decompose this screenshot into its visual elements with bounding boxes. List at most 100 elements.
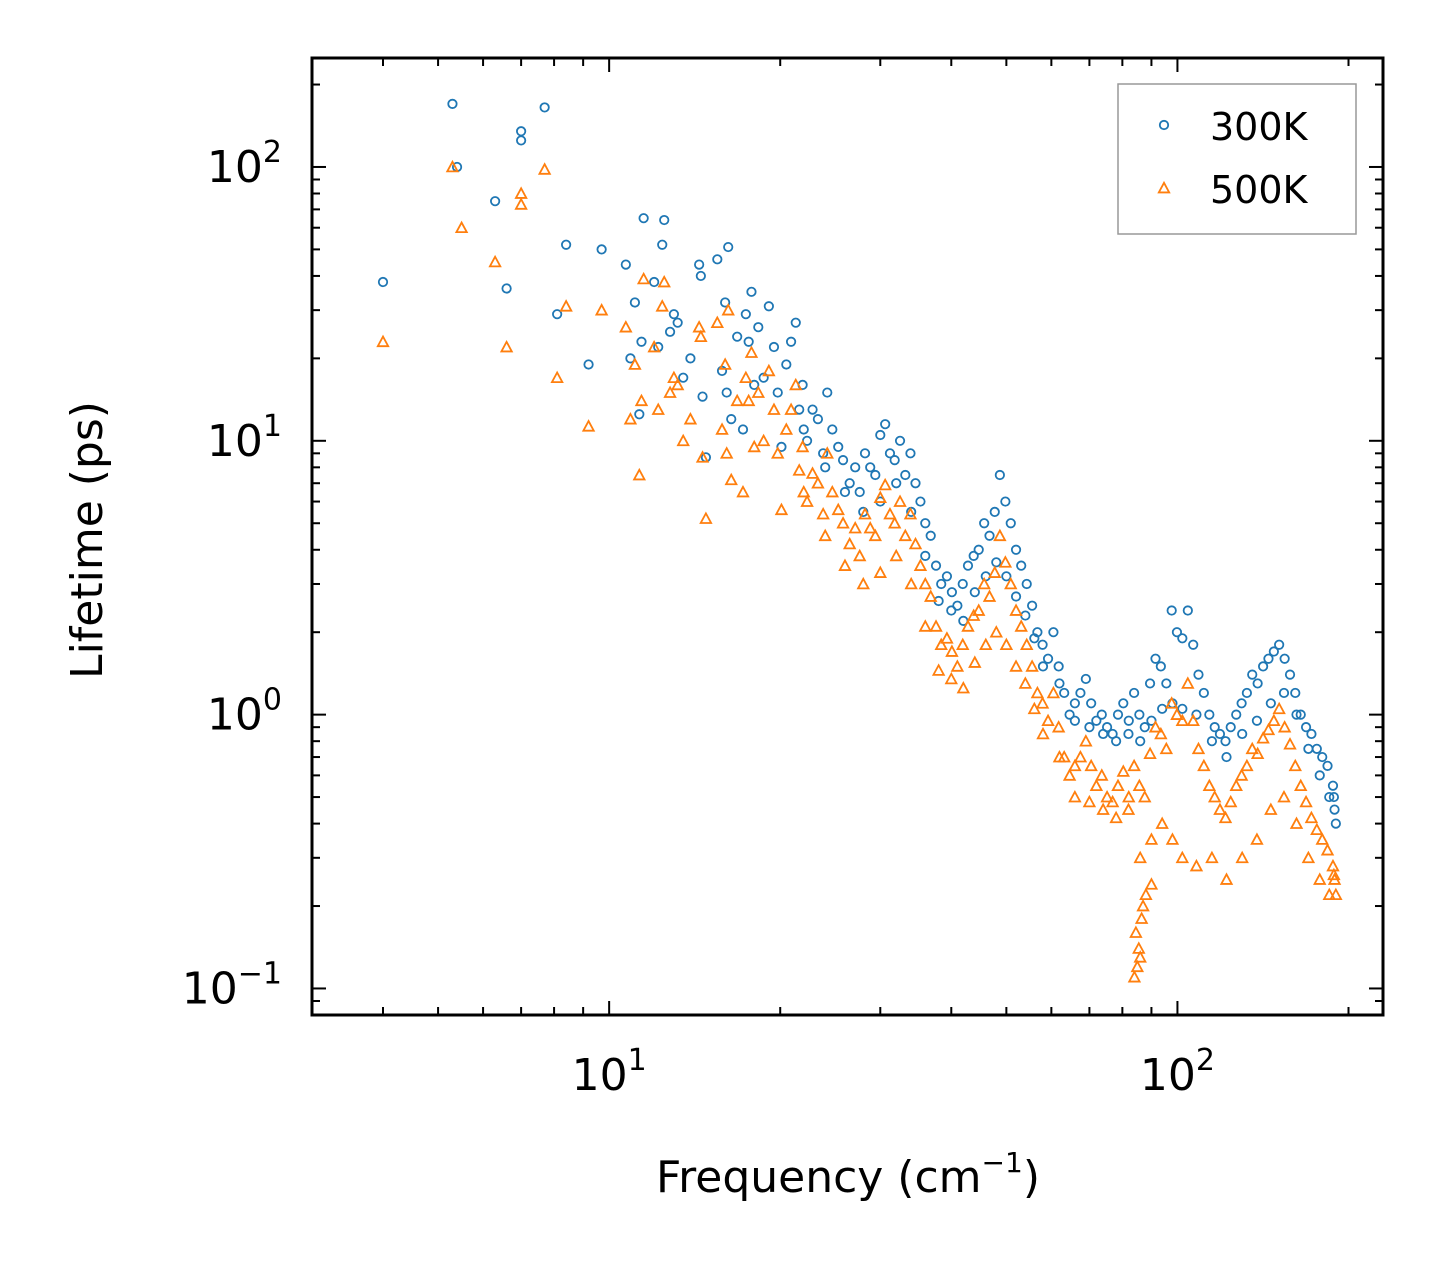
data-point-300k — [678, 372, 689, 383]
data-point-300k — [723, 241, 734, 253]
data-point-500k — [1073, 749, 1088, 763]
data-point-300k — [969, 587, 980, 598]
data-point-300k — [1324, 791, 1335, 803]
data-point-300k — [1303, 743, 1314, 754]
data-point-500k — [771, 446, 785, 459]
data-point-300k — [737, 424, 749, 435]
data-point-300k — [1251, 715, 1263, 726]
data-point-300k — [1129, 687, 1140, 699]
data-point-300k — [694, 259, 705, 270]
data-point-500k — [873, 565, 887, 578]
data-point-500k — [1288, 758, 1302, 772]
data-point-300k — [1177, 703, 1188, 714]
data-point-300k — [850, 462, 861, 473]
data-point-500k — [795, 439, 810, 453]
data-point-500k — [825, 484, 840, 498]
y-tick-label-exponent: 1 — [263, 409, 282, 444]
data-point-500k — [445, 159, 460, 173]
legend-label-300k: 300K — [1210, 105, 1309, 149]
data-point-300k — [900, 469, 911, 481]
data-point-500k — [718, 357, 732, 370]
data-point-500k — [1025, 659, 1039, 672]
data-point-300k — [1069, 698, 1080, 709]
data-point-500k — [1139, 887, 1153, 901]
data-point-500k — [1144, 877, 1159, 890]
data-point-300k — [695, 270, 706, 282]
data-point-500k — [1130, 959, 1145, 973]
data-point-500k — [1165, 832, 1180, 845]
data-point-300k — [1042, 653, 1054, 664]
data-point-500k — [889, 548, 903, 562]
data-point-500k — [1181, 676, 1195, 689]
data-point-500k — [904, 576, 918, 590]
data-point-300k — [790, 317, 801, 328]
data-point-300k — [1236, 698, 1247, 709]
data-point-300k — [1206, 736, 1218, 747]
data-point-500k — [1277, 789, 1291, 803]
data-point-300k — [785, 336, 797, 347]
data-point-300k — [979, 518, 990, 529]
data-point-500k — [676, 433, 690, 447]
data-point-300k — [946, 587, 958, 598]
data-point-300k — [1084, 722, 1095, 733]
data-point-300k — [941, 571, 953, 582]
data-point-300k — [875, 429, 886, 441]
data-point-500k — [1304, 810, 1319, 824]
data-point-300k — [720, 297, 731, 308]
data-point-300k — [859, 448, 871, 459]
data-point-500k — [1164, 696, 1179, 709]
data-point-500k — [1136, 898, 1150, 912]
data-point-300k — [962, 560, 974, 571]
data-point-500k — [537, 162, 552, 175]
data-point-300k — [1193, 669, 1204, 680]
data-point-300k — [1139, 722, 1150, 733]
data-point-500k — [1111, 778, 1125, 792]
data-point-300k — [516, 135, 527, 146]
data-point-500k — [619, 320, 633, 333]
data-point-300k — [930, 560, 942, 571]
data-point-500k — [762, 363, 776, 377]
data-point-300k — [501, 283, 512, 294]
data-point-300k — [743, 336, 754, 347]
data-point-300k — [891, 478, 902, 489]
legend: 300K 500K — [1117, 83, 1357, 235]
data-point-300k — [1054, 678, 1065, 689]
data-point-300k — [1220, 736, 1231, 747]
data-point-300k — [1112, 709, 1124, 720]
data-point-500k — [950, 659, 965, 672]
data-point-500k — [873, 490, 887, 503]
y-tick-label-base: 10 — [182, 963, 238, 1014]
data-point-300k — [1311, 743, 1322, 754]
data-point-300k — [636, 336, 647, 347]
data-point-500k — [1004, 576, 1018, 590]
data-point-500k — [454, 220, 469, 234]
data-point-500k — [1027, 701, 1042, 715]
y-tick-label-exponent: 0 — [263, 683, 282, 718]
data-point-500k — [1207, 789, 1222, 803]
legend-label-500k: 500K — [1210, 168, 1309, 212]
series-layer — [376, 98, 1343, 983]
data-point-300k — [664, 326, 676, 337]
data-point-300k — [539, 102, 550, 113]
x-axis-label-superscript: −1 — [982, 1146, 1023, 1179]
data-point-500k — [1079, 734, 1093, 747]
data-point-500k — [741, 393, 756, 407]
y-tick-label-base: 10 — [207, 416, 263, 467]
data-point-500k — [940, 631, 954, 644]
data-point-300k — [915, 496, 926, 507]
data-point-500k — [903, 506, 918, 520]
data-point-500k — [1096, 802, 1110, 815]
data-point-500k — [988, 565, 1002, 578]
data-point-500k — [1320, 843, 1335, 856]
data-point-300k — [583, 359, 594, 370]
data-point-300k — [740, 309, 751, 320]
data-point-300k — [889, 455, 900, 466]
data-point-300k — [685, 353, 696, 364]
data-point-500k — [1245, 741, 1259, 755]
data-point-300k — [1330, 818, 1341, 829]
data-point-500k — [1051, 720, 1066, 733]
data-point-500k — [945, 644, 959, 657]
data-point-500k — [1154, 726, 1168, 740]
data-point-300k — [668, 309, 679, 320]
data-point-300k — [1258, 661, 1269, 672]
